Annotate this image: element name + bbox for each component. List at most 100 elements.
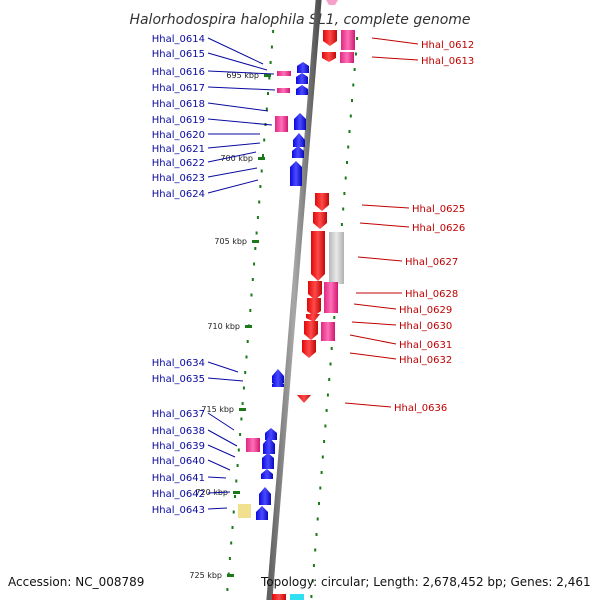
gene-label[interactable]: Hhal_0616 [152,67,205,78]
leader-line [371,56,419,61]
gene-label[interactable]: Hhal_0638 [152,426,205,437]
gene-label[interactable]: Hhal_0618 [152,99,205,110]
gene-label[interactable]: Hhal_0614 [152,34,205,45]
genome-backbone [266,0,322,600]
strand-dot [353,68,356,71]
gene-feature[interactable] [265,428,277,440]
gene-feature[interactable] [296,73,308,84]
strand-dot [260,169,263,173]
strand-dot [254,247,257,250]
gene-feature[interactable] [302,340,316,358]
gene-feature[interactable] [272,369,284,383]
gene-feature[interactable] [272,380,284,387]
gene-label[interactable]: Hhal_0641 [152,473,205,484]
gene-label[interactable]: Hhal_0642 [152,489,205,500]
gene-feature[interactable] [326,0,338,5]
strand-dot [251,278,254,281]
gene-feature[interactable] [277,71,291,76]
gene-label[interactable]: Hhal_0617 [152,83,205,94]
kbp-tick-mark [233,491,240,494]
leader-line [207,459,231,471]
gene-label[interactable]: Hhal_0635 [152,374,205,385]
strand-dot [349,114,352,118]
gene-feature[interactable] [277,88,290,93]
gene-feature[interactable] [323,30,337,46]
leader-line [207,476,227,479]
gene-feature[interactable] [340,52,354,63]
gene-label[interactable]: Hhal_0621 [152,144,205,155]
gene-label[interactable]: Hhal_0634 [152,358,205,369]
strand-dot [234,495,236,498]
gene-label[interactable]: Hhal_0631 [399,340,452,351]
kbp-tick-label: 715 kbp [201,405,234,414]
gene-feature[interactable] [306,314,320,322]
topology-text: Topology: circular; Length: 2,678,452 bp… [260,575,591,589]
gene-label[interactable]: Hhal_0643 [152,505,205,516]
gene-label[interactable]: Hhal_0615 [152,49,205,60]
gene-label[interactable]: Hhal_0630 [399,321,452,332]
gene-feature[interactable] [262,453,274,469]
strand-dot [342,207,345,211]
gene-feature[interactable] [246,438,260,452]
gene-label[interactable]: Hhal_0637 [152,409,205,420]
gene-feature[interactable] [308,281,322,300]
plus-strand-labels: Hhal_0614 Hhal_0615 Hhal_0616 Hhal_0617 Hhal… [152,34,276,516]
gene-label[interactable]: Hhal_0619 [152,115,205,126]
gene-label[interactable]: Hhal_0640 [152,456,205,467]
strand-dot [347,145,350,149]
gene-feature[interactable] [261,469,273,479]
gene-label[interactable]: Hhal_0622 [152,158,205,169]
gene-feature[interactable] [296,85,308,95]
strand-dot [348,130,351,133]
gene-feature[interactable] [272,594,286,600]
leader-line [207,377,244,382]
strand-dot [340,223,343,226]
gene-feature[interactable] [307,298,321,316]
gene-label[interactable]: Hhal_0620 [152,130,205,141]
gene-label[interactable]: Hhal_0613 [421,56,474,67]
gene-label[interactable]: Hhal_0636 [394,403,447,414]
gene-feature[interactable] [256,506,268,520]
gene-label[interactable]: Hhal_0629 [399,305,452,316]
gene-feature[interactable] [329,232,344,284]
gene-feature[interactable] [290,161,302,186]
gene-feature[interactable] [263,437,275,454]
gene-feature[interactable] [297,395,311,403]
gene-label[interactable]: Hhal_0612 [421,40,474,51]
gene-feature[interactable] [315,193,329,211]
gene-feature[interactable] [341,30,355,50]
leader-line [371,37,419,45]
leader-line [361,204,410,209]
gene-label[interactable]: Hhal_0625 [412,204,465,215]
gene-feature[interactable] [238,504,251,518]
gene-label[interactable]: Hhal_0639 [152,441,205,452]
gene-label[interactable]: Hhal_0627 [405,257,458,268]
gene-label[interactable]: Hhal_0632 [399,355,452,366]
leader-line [207,37,264,65]
gene-feature[interactable] [292,146,304,158]
gene-feature[interactable] [324,282,338,313]
gene-feature[interactable] [321,322,335,341]
gene-label[interactable]: Hhal_0624 [152,189,205,200]
leader-line [351,321,397,326]
gene-feature[interactable] [304,321,318,340]
gene-label[interactable]: Hhal_0626 [412,223,465,234]
leader-line [207,491,231,494]
gene-feature[interactable] [275,116,288,132]
gene-feature[interactable] [259,487,271,505]
gene-feature[interactable] [311,231,325,281]
gene-label[interactable]: Hhal_0628 [405,289,458,300]
strand-dot [352,83,355,87]
gene-feature[interactable] [293,133,305,147]
strand-dot [323,440,326,443]
gene-label[interactable]: Hhal_0623 [152,173,205,184]
strand-dot [256,216,259,219]
gene-feature[interactable] [294,113,306,130]
strand-dot [230,541,233,545]
gene-feature[interactable] [290,594,304,600]
gene-feature[interactable] [297,62,309,73]
strand-dot [228,557,231,560]
gene-feature[interactable] [322,52,336,62]
strand-dot [244,371,247,374]
gene-feature[interactable] [313,212,327,229]
